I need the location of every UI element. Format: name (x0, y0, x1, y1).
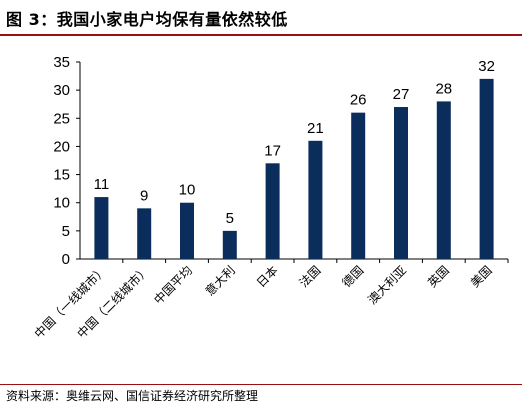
bar (394, 107, 408, 260)
x-tick-label: 澳大利亚 (365, 263, 409, 307)
x-tick-label: 英国 (425, 263, 452, 290)
data-label: 28 (435, 80, 452, 97)
y-tick-label: 5 (62, 223, 70, 240)
x-tick-label: 德国 (339, 263, 367, 291)
x-tick-label: 意大利 (202, 263, 238, 299)
bar (308, 140, 323, 259)
bar (479, 78, 494, 259)
y-tick-label: 25 (53, 110, 70, 127)
x-tick-label: 中国（一线城市） (31, 263, 109, 341)
data-label: 26 (350, 92, 367, 109)
x-tick-label: 日本 (254, 263, 281, 290)
bar (265, 163, 280, 259)
y-tick-label: 0 (62, 251, 70, 268)
bar (137, 208, 152, 259)
data-label: 27 (393, 86, 410, 103)
chart-title: 图 3：我国小家电户均保有量依然较低 (6, 10, 288, 29)
data-label: 17 (264, 142, 281, 159)
bar-chart: 0 5 10 15 20 25 30 35 11 中国（一线城市） 9 中国（二线城市） 10 中国平均 5… (31, 54, 509, 341)
bar (180, 202, 194, 259)
bar (222, 230, 237, 259)
data-label: 5 (226, 210, 234, 227)
data-label: 9 (140, 187, 148, 204)
y-tick-label: 15 (53, 167, 70, 184)
bar (351, 112, 366, 260)
title-divider (0, 34, 522, 36)
data-label: 11 (94, 176, 110, 193)
y-tick-label: 30 (53, 82, 70, 99)
data-label: 32 (478, 58, 495, 75)
data-label: 21 (307, 120, 324, 137)
x-tick-label: 中国平均 (151, 263, 196, 308)
y-tick-label: 10 (53, 195, 70, 212)
y-tick-label: 20 (53, 138, 70, 155)
x-tick-label: 法国 (297, 263, 324, 290)
bar (436, 101, 451, 260)
source-divider (0, 384, 522, 385)
x-tick-label: 中国（二线城市） (74, 263, 152, 341)
data-label: 10 (179, 182, 196, 199)
x-tick-label: 美国 (468, 263, 495, 290)
source-note: 资料来源：奥维云网、国信证券经济研究所整理 (6, 389, 259, 403)
bar (94, 197, 109, 259)
y-tick-label: 35 (53, 54, 70, 71)
